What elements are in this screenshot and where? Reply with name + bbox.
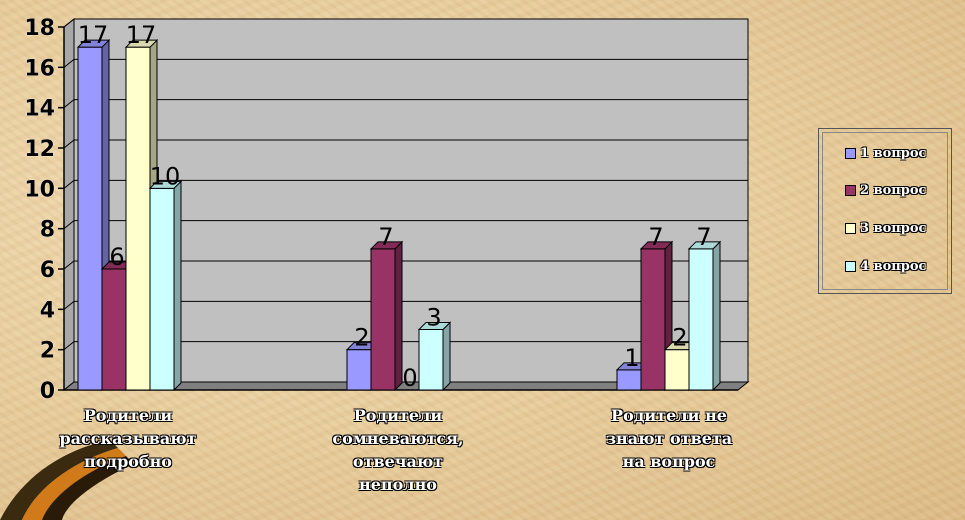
bar-front-s1-c2 [346, 349, 372, 391]
category-label-3-line-2: знают ответа [605, 429, 733, 448]
bar-front-s3-c1 [125, 46, 151, 391]
legend-swatch-2 [845, 184, 856, 196]
bar-top-s4-c1 [148, 180, 183, 189]
bar-top-s2-c2 [369, 241, 404, 250]
y-tick-label-14: 14 [24, 97, 55, 122]
bar-top-s4-c2 [417, 322, 452, 330]
data-label-s4-c2: 3 [426, 304, 441, 332]
bar-side-s4-c2 [442, 321, 451, 392]
data-label-s3-c3: 2 [672, 324, 687, 352]
bar-front-s4-c2 [418, 329, 444, 391]
data-label-s4-c3: 7 [696, 223, 711, 251]
gridline-8 [63, 220, 748, 230]
bar-front-s2-c3 [640, 248, 666, 391]
gridline-6 [63, 260, 748, 270]
category-label-3: Родители не знают ответа на вопрос [584, 404, 754, 473]
bar-top-s4-c3 [687, 241, 722, 250]
category-label-3-line-1: Родители не [611, 406, 727, 425]
data-label-s4-c1: 10 [150, 162, 181, 190]
category-label-3-line-3: на вопрос [622, 452, 716, 471]
legend-label-3: 3 вопрос [860, 220, 927, 236]
category-label-2-line-1: Родители [353, 406, 443, 425]
y-tick-label-18: 18 [24, 16, 55, 41]
category-label-2-line-3: отвечают [352, 452, 444, 471]
legend-item-2: 2 вопрос [845, 180, 926, 200]
y-tick-label-4: 4 [40, 298, 55, 323]
gridline-14 [63, 99, 748, 109]
data-label-s1-c2: 2 [354, 324, 369, 352]
data-label-s2-c3: 7 [648, 223, 663, 251]
bar-side-s4-c1 [173, 180, 182, 392]
bar-front-s4-c3 [688, 248, 714, 391]
gridline-10 [63, 179, 748, 189]
y-tick-label-0: 0 [40, 379, 55, 404]
category-label-1-line-1: Родители [83, 406, 173, 425]
gridline-16 [63, 58, 748, 68]
legend-item-1: 1 вопрос [845, 143, 926, 163]
y-tick-label-16: 16 [24, 56, 55, 81]
bar-front-s3-c3 [664, 349, 690, 391]
y-tick-label-10: 10 [24, 177, 55, 202]
legend-label-4: 4 вопрос [860, 258, 927, 274]
category-label-1: Родители рассказывают подробно [43, 404, 213, 473]
legend-label-1: 1 вопрос [860, 145, 927, 161]
legend-swatch-1 [845, 147, 856, 159]
data-label-s1-c1: 17 [78, 21, 109, 49]
bar-front-s1-c1 [77, 46, 103, 391]
legend-swatch-4 [845, 260, 856, 272]
legend: 1 вопрос 2 вопрос 3 вопрос 4 вопрос [818, 128, 952, 294]
legend-item-3: 3 вопрос [845, 218, 926, 238]
bar-front-s1-c3 [616, 369, 642, 391]
gridline-2 [63, 341, 748, 351]
bar-top-s3-c1 [124, 39, 159, 48]
ribbon-decoration [0, 440, 134, 520]
gridline-18 [63, 18, 748, 28]
category-label-2-line-2: сомневаются, [332, 429, 464, 448]
bar-s4-c2 [417, 321, 452, 392]
data-label-s3-c2: 0 [402, 364, 417, 392]
y-tick-label-8: 8 [40, 218, 55, 243]
bar-s2-c2 [369, 240, 404, 392]
bar-front-s4-c1 [149, 187, 175, 391]
category-label-2: Родители сомневаются, отвечают неполно [313, 404, 483, 496]
category-label-1-line-3: подробно [84, 452, 172, 471]
category-label-1-line-2: рассказывают [59, 429, 197, 448]
legend-swatch-3 [845, 222, 856, 234]
bar-side-s2-c2 [394, 240, 403, 392]
bar-side-s4-c3 [712, 240, 721, 392]
bar-top-s1-c1 [76, 39, 111, 48]
data-label-s2-c1: 6 [109, 243, 124, 271]
gridline-4 [63, 300, 748, 310]
bar-front-s2-c1 [101, 268, 127, 391]
y-tick-label-2: 2 [40, 339, 55, 364]
gridline-12 [63, 139, 748, 149]
legend-label-2: 2 вопрос [860, 182, 927, 198]
bar-front-s2-c2 [370, 248, 396, 391]
data-label-s2-c2: 7 [378, 223, 393, 251]
bar-s4-c3 [687, 240, 722, 392]
data-label-s3-c1: 17 [126, 21, 157, 49]
legend-item-4: 4 вопрос [845, 256, 926, 276]
data-label-s1-c3: 1 [624, 344, 639, 372]
category-label-2-line-4: неполно [359, 475, 437, 494]
plot-side-wall [63, 17, 75, 392]
y-tick-label-12: 12 [24, 137, 55, 162]
bar-top-s2-c3 [639, 241, 674, 250]
y-tick-label-6: 6 [40, 258, 55, 283]
bar-s4-c1 [148, 180, 183, 392]
